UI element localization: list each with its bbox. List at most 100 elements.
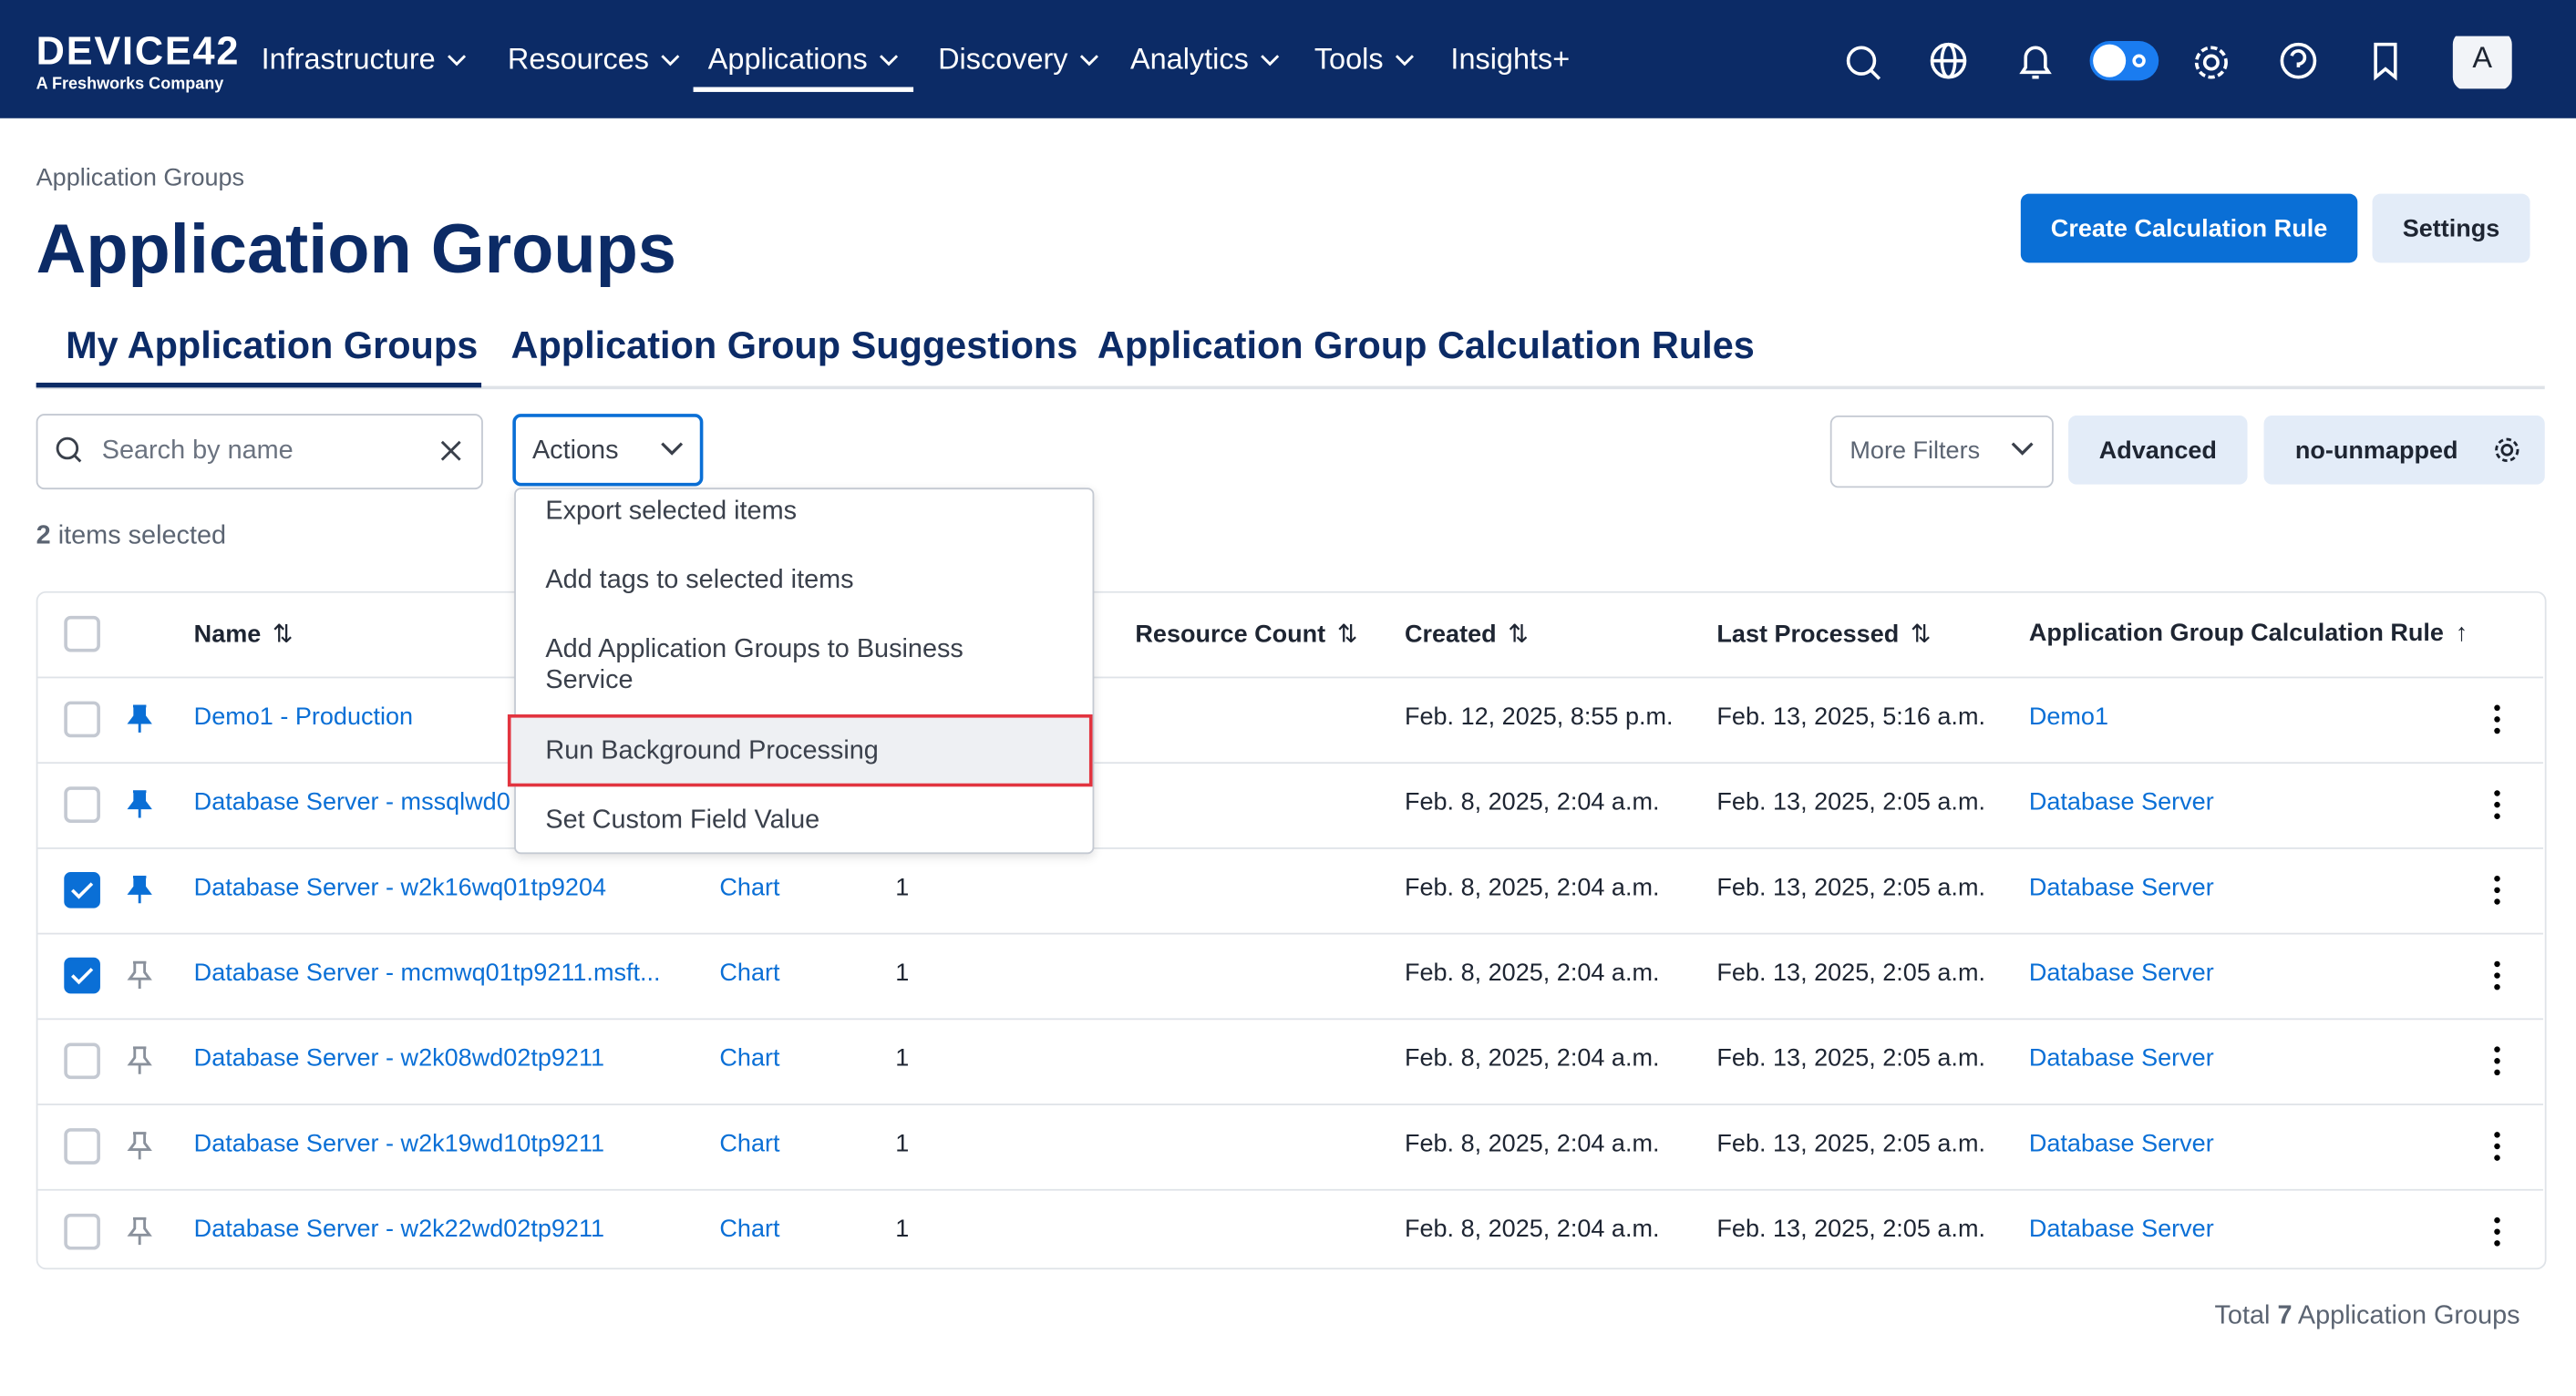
check (71, 968, 94, 985)
row-checkbox[interactable] (64, 957, 100, 994)
row-rule[interactable]: Database Server (2028, 873, 2214, 902)
row-rule[interactable]: Demo1 (2028, 703, 2108, 732)
pin-icon[interactable] (127, 704, 153, 742)
chevron (661, 442, 684, 456)
row-checkbox[interactable] (64, 786, 100, 823)
row-checkbox[interactable] (64, 1042, 100, 1080)
row-menu[interactable] (2484, 788, 2510, 821)
sort-icon[interactable]: ⇅ (1910, 621, 1932, 649)
row-name[interactable]: Database Server - w2k16wq01tp9204 (193, 873, 607, 902)
pin-icon[interactable] (127, 1046, 153, 1083)
total-count: 7 (2277, 1302, 2293, 1330)
column-header[interactable]: Application Group Calculation Rule ↑ (2028, 619, 2468, 648)
gear-icon (2495, 437, 2519, 462)
more-filters[interactable] (1829, 415, 2054, 488)
tab[interactable]: My Application Groups (66, 323, 479, 366)
row-last-processed: Feb. 13, 2025, 2:05 a.m. (1716, 788, 1985, 816)
nav-item[interactable]: Insights+ (1450, 42, 1571, 76)
nav-item[interactable]: Infrastructure (262, 43, 469, 77)
actions-select[interactable] (512, 414, 704, 487)
tab[interactable]: Application Group Calculation Rules (1097, 323, 1755, 366)
row-count: 1 (895, 959, 910, 988)
check (71, 882, 94, 899)
row-checkbox[interactable] (64, 701, 100, 738)
column-header[interactable]: Created ⇅ (1404, 621, 1529, 649)
row-divider (37, 932, 2543, 935)
breadcrumb[interactable]: Application Groups (36, 164, 245, 192)
row-rule[interactable]: Database Server (2028, 1129, 2214, 1158)
row-checkbox[interactable] (64, 1213, 100, 1250)
row-menu[interactable] (2484, 1130, 2510, 1163)
chevron (448, 55, 467, 67)
dropdown-item[interactable]: Export selected items (545, 498, 798, 526)
footer-total: Total 7 Application Groups (2215, 1302, 2520, 1331)
row-menu[interactable] (2484, 1216, 2510, 1248)
settings-button[interactable]: Settings (2372, 193, 2530, 263)
tab-underline (36, 382, 482, 388)
row-menu[interactable] (2484, 874, 2510, 907)
sort-icon[interactable]: ⇅ (1508, 621, 1529, 649)
pin-icon[interactable] (127, 875, 153, 913)
nav-item[interactable]: Tools (1314, 43, 1417, 77)
chevron (2011, 442, 2034, 456)
row-menu[interactable] (2484, 1044, 2510, 1077)
row-chart[interactable]: Chart (719, 1215, 780, 1244)
header-checkbox[interactable] (64, 615, 100, 652)
column-header[interactable]: Resource Count ⇅ (1135, 621, 1358, 649)
pin-icon[interactable] (127, 1132, 153, 1169)
nav-item[interactable]: Resources (508, 43, 682, 77)
row-name[interactable]: Demo1 - Production (193, 703, 414, 732)
nav-icons (1846, 36, 2512, 89)
row-name[interactable]: Database Server - w2k08wd02tp9211 (193, 1044, 605, 1073)
row-rule[interactable]: Database Server (2028, 788, 2214, 816)
row-chart[interactable]: Chart (719, 1129, 780, 1158)
row-chart[interactable]: Chart (719, 873, 780, 902)
preset-button[interactable]: no-unmapped (2263, 415, 2545, 485)
row-checkbox[interactable] (64, 1128, 100, 1165)
dropdown-item[interactable]: Add Application Groups to Business Servi… (545, 635, 963, 695)
search-box[interactable] (36, 414, 483, 490)
row-name[interactable]: Database Server - w2k22wd02tp9211 (193, 1215, 605, 1244)
nav-underline (693, 87, 914, 92)
dropdown-item[interactable]: Add tags to selected items (545, 566, 854, 595)
row-count: 1 (895, 1129, 910, 1158)
tab[interactable]: Application Group Suggestions (510, 323, 1078, 366)
sort-icon[interactable]: ↑ (2455, 619, 2468, 648)
row-last-processed: Feb. 13, 2025, 2:05 a.m. (1716, 1044, 1985, 1073)
advanced-button[interactable]: Advanced (2068, 415, 2248, 485)
dropdown-item[interactable]: Run Background Processing (545, 737, 879, 765)
row-chart[interactable]: Chart (719, 1044, 780, 1073)
chevron (661, 55, 680, 67)
logo[interactable]: DEVICE42 (36, 29, 241, 75)
row-rule[interactable]: Database Server (2028, 959, 2214, 988)
row-rule[interactable]: Database Server (2028, 1044, 2214, 1073)
row-menu[interactable] (2484, 960, 2510, 992)
row-last-processed: Feb. 13, 2025, 2:05 a.m. (1716, 959, 1985, 988)
row-created: Feb. 8, 2025, 2:04 a.m. (1404, 788, 1660, 816)
column-header[interactable]: Name ⇅ (193, 621, 294, 649)
avatar[interactable]: A (2472, 41, 2493, 75)
pin-icon[interactable] (127, 960, 153, 998)
highlight-box (507, 714, 1093, 787)
pin-icon[interactable] (127, 1216, 153, 1255)
logo-sub: A Freshworks Company (36, 75, 224, 94)
row-menu[interactable] (2484, 703, 2510, 735)
pin-icon[interactable] (127, 790, 153, 827)
row-name[interactable]: Database Server - w2k19wd10tp9211 (193, 1129, 605, 1158)
create-rule-button[interactable]: Create Calculation Rule (2020, 193, 2358, 263)
row-name[interactable]: Database Server - mcmwq01tp9211.msft... (193, 959, 661, 988)
row-created: Feb. 8, 2025, 2:04 a.m. (1404, 959, 1660, 988)
row-checkbox[interactable] (64, 872, 100, 908)
sort-icon[interactable]: ⇅ (1336, 621, 1358, 649)
row-last-processed: Feb. 13, 2025, 2:05 a.m. (1716, 873, 1985, 902)
row-name[interactable]: Database Server - mssqlwd0 (193, 788, 510, 816)
column-header[interactable]: Last Processed ⇅ (1716, 621, 1932, 649)
nav-item[interactable]: Discovery (938, 43, 1100, 77)
dropdown-item[interactable]: Set Custom Field Value (545, 806, 820, 835)
sort-icon[interactable]: ⇅ (272, 621, 294, 649)
nav-item[interactable]: Analytics (1130, 43, 1282, 77)
nav-item[interactable]: Applications (708, 43, 901, 77)
row-rule[interactable]: Database Server (2028, 1215, 2214, 1244)
row-created: Feb. 8, 2025, 2:04 a.m. (1404, 1215, 1660, 1244)
row-chart[interactable]: Chart (719, 959, 780, 988)
